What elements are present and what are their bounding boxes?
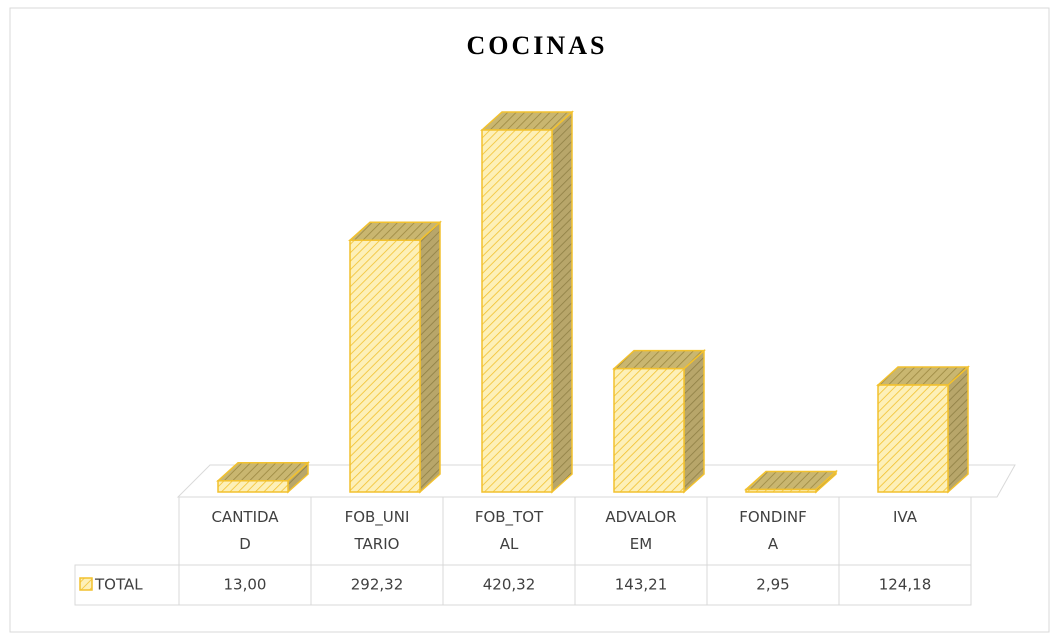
legend-label: TOTAL [94, 576, 143, 594]
bar [481, 129, 553, 493]
category-label: FONDINF A [739, 508, 806, 553]
value-label: 143,21 [615, 576, 668, 594]
category-label: ADVALOR EM [605, 508, 676, 553]
bar [745, 488, 817, 493]
bar-side [419, 220, 441, 494]
category-label: FOB_TOT AL [475, 508, 544, 553]
bar-side [683, 348, 705, 494]
table-cell [838, 564, 972, 606]
bar [877, 384, 949, 493]
bar-side [551, 110, 573, 494]
value-label: 13,00 [224, 576, 267, 594]
value-label: 292,32 [351, 576, 404, 594]
category-label: FOB_UNI TARIO [345, 508, 410, 553]
bar [613, 367, 685, 493]
value-label: 2,95 [756, 576, 789, 594]
value-label: 124,18 [879, 576, 932, 594]
category-label: IVA [893, 508, 918, 526]
value-label: 420,32 [483, 576, 536, 594]
bar-side [947, 365, 969, 494]
category-label: CANTIDA D [211, 508, 279, 553]
table-cell [74, 564, 180, 606]
legend-swatch [79, 577, 93, 591]
bar [217, 480, 289, 493]
bar [349, 239, 421, 493]
chart-title: COCINAS [467, 31, 608, 60]
